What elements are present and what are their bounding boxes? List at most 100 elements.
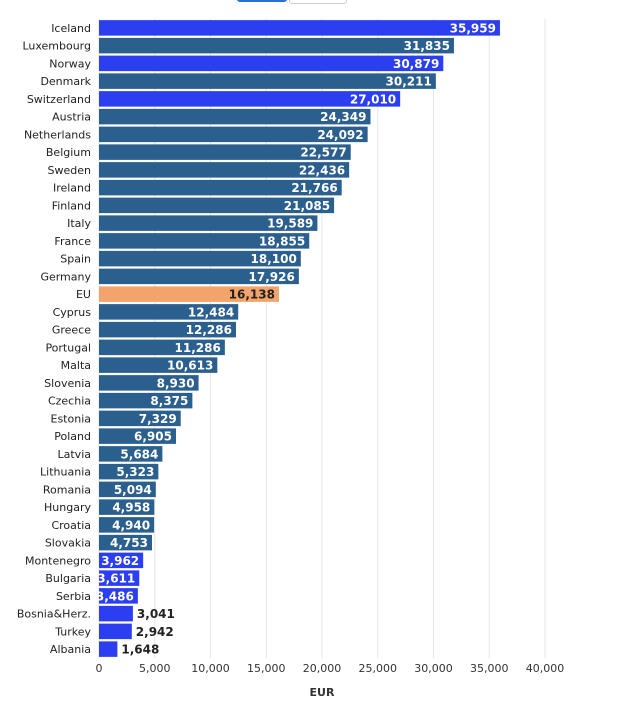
category-label: Austria — [52, 111, 91, 124]
bar[interactable] — [99, 268, 299, 285]
bar[interactable] — [99, 570, 140, 586]
bar[interactable] — [99, 126, 368, 143]
x-tick-label: 25,000 — [359, 662, 398, 675]
value-label: 19,589 — [267, 217, 313, 231]
bar[interactable] — [99, 605, 133, 622]
bar[interactable] — [99, 304, 239, 320]
value-label: 24,349 — [320, 110, 366, 124]
category-label: Poland — [54, 430, 91, 443]
category-label: Estonia — [51, 412, 92, 425]
bar[interactable] — [99, 588, 138, 604]
bar[interactable] — [99, 108, 371, 125]
bar[interactable] — [99, 410, 181, 427]
category-label: Norway — [49, 57, 91, 70]
bar[interactable] — [99, 339, 225, 356]
bar[interactable] — [99, 37, 454, 54]
category-label: Slovenia — [44, 377, 91, 390]
bar[interactable] — [99, 463, 159, 480]
bar[interactable] — [99, 179, 342, 196]
bars — [99, 20, 500, 657]
bar[interactable] — [99, 321, 236, 338]
category-label: Serbia — [56, 590, 91, 603]
view-toggle-table[interactable] — [289, 0, 347, 4]
bar[interactable] — [99, 517, 155, 533]
bar[interactable] — [99, 55, 444, 72]
category-label: Germany — [40, 270, 91, 283]
category-label: Spain — [60, 253, 91, 266]
bar[interactable] — [99, 534, 152, 551]
x-axis-ticks: 0 5,000 10,000 15,000 20,000 25,000 30,000 35,0… — [96, 662, 565, 675]
x-tick-label: 35,000 — [470, 662, 509, 675]
bar[interactable] — [99, 91, 401, 107]
value-label: 3,962 — [101, 554, 139, 568]
category-label: Turkey — [54, 625, 91, 638]
bar[interactable] — [99, 499, 155, 515]
value-label: 5,323 — [116, 465, 154, 479]
value-label: 4,958 — [112, 501, 150, 515]
value-label: 1,648 — [121, 643, 159, 657]
value-label: 16,138 — [229, 288, 275, 302]
category-label: Romania — [43, 483, 91, 496]
bar[interactable] — [99, 375, 199, 391]
category-label: Czechia — [48, 395, 91, 408]
bar[interactable] — [99, 481, 156, 498]
value-label: 27,010 — [350, 92, 396, 106]
x-axis-title: EUR — [310, 686, 335, 699]
category-label: Malta — [61, 359, 91, 372]
value-label: 12,484 — [188, 305, 234, 319]
bar[interactable] — [99, 623, 132, 640]
bar[interactable] — [99, 250, 301, 267]
value-label: 10,613 — [167, 359, 213, 373]
bar[interactable] — [99, 552, 144, 569]
bar[interactable] — [99, 286, 279, 302]
value-label: 22,577 — [300, 146, 346, 160]
bar[interactable] — [99, 357, 218, 373]
category-label: Bulgaria — [45, 572, 91, 585]
category-label: Bosnia&Herz. — [17, 608, 91, 621]
category-label: Ireland — [53, 182, 91, 195]
bar[interactable] — [99, 446, 163, 462]
category-labels: Iceland Luxembourg Norway Denmark Switzerlan… — [17, 22, 92, 656]
category-label: Lithuania — [40, 466, 91, 479]
value-label: 7,329 — [139, 412, 177, 426]
value-label: 4,940 — [112, 518, 150, 532]
value-label: 11,286 — [175, 341, 221, 355]
x-tick-label: 0 — [96, 662, 103, 675]
value-label: 30,211 — [386, 75, 432, 89]
x-tick-label: 40,000 — [526, 662, 565, 675]
value-label: 8,930 — [157, 376, 195, 390]
category-label: Sweden — [48, 164, 91, 177]
bar[interactable] — [99, 392, 193, 409]
view-toggle-chart[interactable] — [237, 0, 287, 2]
bar[interactable] — [99, 215, 318, 231]
category-label: Switzerland — [27, 93, 91, 106]
bar[interactable] — [99, 20, 500, 36]
bar[interactable] — [99, 162, 350, 178]
x-tick-label: 30,000 — [414, 662, 453, 675]
value-label: 22,436 — [299, 163, 345, 177]
bar[interactable] — [99, 428, 176, 444]
value-label: 21,085 — [284, 199, 330, 213]
bar[interactable] — [99, 197, 335, 214]
value-label: 21,766 — [291, 181, 337, 195]
value-label: 6,905 — [134, 430, 172, 444]
value-label: 3,041 — [137, 607, 175, 621]
value-label: 35,959 — [450, 21, 496, 35]
value-label: 24,092 — [317, 128, 363, 142]
category-label: Luxembourg — [22, 40, 91, 53]
value-label: 12,286 — [186, 323, 232, 337]
value-label: 3,486 — [96, 589, 134, 603]
category-label: Iceland — [51, 22, 91, 35]
value-label: 4,753 — [110, 536, 148, 550]
bar[interactable] — [99, 641, 118, 657]
bar[interactable] — [99, 233, 310, 249]
bar[interactable] — [99, 144, 351, 160]
bar[interactable] — [99, 73, 436, 89]
value-label: 8,375 — [150, 394, 188, 408]
value-label: 5,684 — [120, 447, 158, 461]
value-label: 17,926 — [249, 270, 295, 284]
category-label: Italy — [67, 217, 91, 230]
value-label: 18,855 — [259, 234, 305, 248]
category-label: Greece — [52, 324, 91, 337]
